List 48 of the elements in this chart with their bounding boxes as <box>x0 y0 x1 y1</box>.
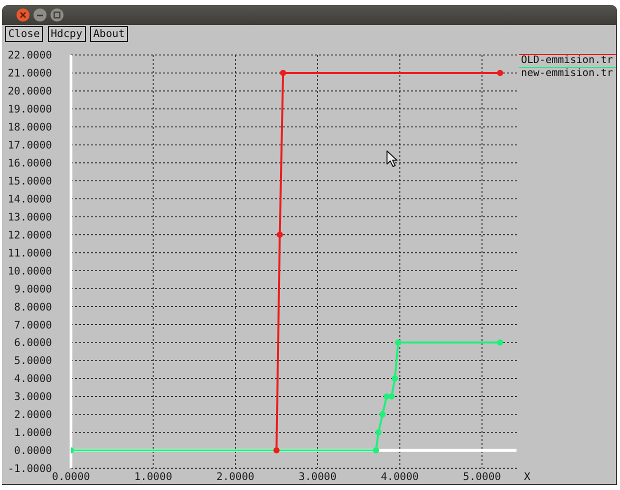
point <box>375 429 382 436</box>
point <box>496 70 504 76</box>
y-tick-label: 17.0000 <box>8 140 52 152</box>
y-tick-label: -1.0000 <box>8 463 52 476</box>
y-tick-label: 3.0000 <box>14 391 52 404</box>
x-axis-title: X <box>524 471 530 483</box>
toolbar-button[interactable]: About <box>90 26 128 42</box>
y-tick-label: 19.0000 <box>8 104 52 116</box>
y-tick-label: 21.0000 <box>8 68 52 80</box>
point <box>280 70 286 76</box>
text: new-emmision.tr <box>520 68 614 78</box>
series-label: OLD-emmision.tr <box>520 55 614 66</box>
point <box>384 393 390 400</box>
y-tick-label: 22.0000 <box>8 50 52 62</box>
point <box>372 447 380 454</box>
y-tick-label: 5.0000 <box>14 355 52 368</box>
y-tick-label: 9.0000 <box>14 283 52 296</box>
toolbar-button[interactable]: Close <box>5 26 43 42</box>
y-tick-label: 6.0000 <box>14 337 52 350</box>
y-tick-label: 10.0000 <box>8 265 52 278</box>
toolbar-button[interactable]: Hdcpy <box>48 26 86 42</box>
point <box>276 232 283 238</box>
y-tick-label: 16.0000 <box>8 158 52 170</box>
y-tick-label: 18.0000 <box>8 122 52 134</box>
y-tick-label: 15.0000 <box>8 176 52 188</box>
x-tick-label: 1.0000 <box>134 470 172 483</box>
point <box>395 339 402 346</box>
y-tick-label: 1.0000 <box>14 427 52 440</box>
point <box>496 339 504 346</box>
x-tick-label: 3.0000 <box>298 470 337 483</box>
point <box>388 393 395 400</box>
y-tick-label: 14.0000 <box>8 193 52 206</box>
y-tick-label: 2.0000 <box>14 409 52 422</box>
y-tick-label: 7.0000 <box>14 319 52 332</box>
y-tick-label: 20.0000 <box>8 86 52 98</box>
y-tick-label: 13.0000 <box>8 211 52 224</box>
x-tick-label: 2.0000 <box>216 470 254 483</box>
x-tick-label: 5.0000 <box>463 470 501 483</box>
point <box>379 411 386 418</box>
y-tick-label: 4.0000 <box>14 373 52 386</box>
y-tick-label: 0.0000 <box>14 445 52 458</box>
x-tick-label: 4.0000 <box>380 470 419 483</box>
point <box>273 447 280 454</box>
y-tick-label: 12.0000 <box>8 229 52 242</box>
point <box>392 375 398 382</box>
y-tick-label: 11.0000 <box>8 247 52 260</box>
y-tick-label: 8.0000 <box>14 301 52 314</box>
x-tick-label: 0.0000 <box>52 470 90 483</box>
